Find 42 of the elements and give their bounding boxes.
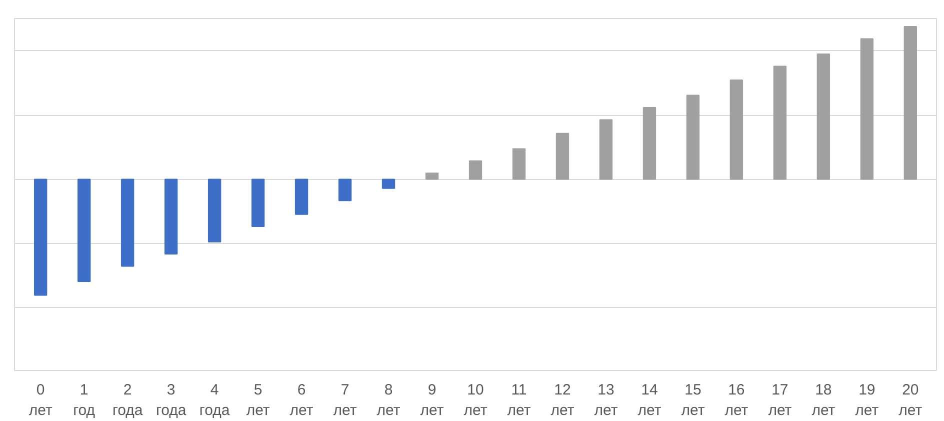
bar xyxy=(512,148,526,180)
x-tick-label: 1 год xyxy=(73,382,96,419)
x-tick-label: 4 года xyxy=(199,382,230,419)
x-tick-label: 13 лет xyxy=(594,382,618,419)
x-tick-label: 5 лет xyxy=(246,382,270,419)
x-tick-label: 9 лет xyxy=(420,382,444,419)
bar xyxy=(468,160,482,180)
bar xyxy=(599,119,613,180)
bar xyxy=(556,132,570,180)
x-tick-label: 19 лет xyxy=(855,382,879,419)
x-tick-label: 0 лет xyxy=(28,382,52,419)
bar xyxy=(425,172,439,180)
x-tick-label: 8 лет xyxy=(376,382,400,419)
bar xyxy=(773,66,787,180)
x-tick-label: 2 года xyxy=(112,382,144,419)
x-tick-label: 12 лет xyxy=(550,382,574,419)
bar xyxy=(382,178,396,189)
bar xyxy=(338,178,352,202)
x-tick-label: 15 лет xyxy=(681,382,705,419)
bar xyxy=(686,94,700,180)
bar xyxy=(904,26,917,180)
bar xyxy=(164,178,178,255)
bar xyxy=(251,178,265,228)
bar xyxy=(730,79,744,180)
x-tick-label: 18 лет xyxy=(812,382,836,419)
x-tick-label: 14 лет xyxy=(638,382,662,419)
bar xyxy=(77,178,91,282)
bar xyxy=(34,178,48,296)
x-tick-label: 10 лет xyxy=(464,382,488,419)
x-tick-label: 16 лет xyxy=(724,382,748,419)
x-tick-label: 20 лет xyxy=(898,382,922,419)
x-tick-label: 17 лет xyxy=(768,382,792,419)
x-tick-label: 6 лет xyxy=(290,382,314,419)
x-tick-label: 7 лет xyxy=(333,382,357,419)
bar xyxy=(120,178,134,267)
bar xyxy=(642,106,656,180)
bar xyxy=(208,178,222,242)
x-tick-label: 11 лет xyxy=(507,382,531,419)
bar xyxy=(860,38,874,180)
bar xyxy=(816,54,830,180)
x-tick-label: 3 года xyxy=(156,382,187,419)
bar xyxy=(294,178,308,215)
